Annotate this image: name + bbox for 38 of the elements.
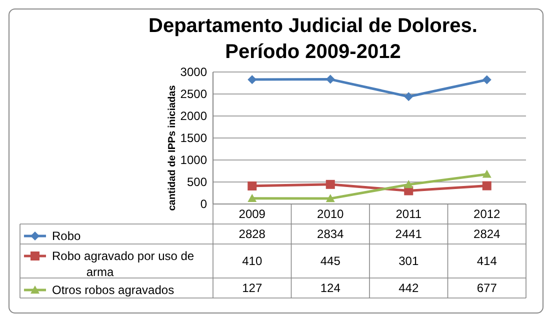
x-tick-label: 2011: [396, 207, 422, 221]
x-tick-label: 2009: [238, 207, 266, 221]
point: [248, 75, 257, 84]
point: [482, 75, 492, 84]
point: [248, 194, 257, 202]
point: [482, 181, 492, 190]
point: [248, 181, 257, 190]
legend-label: Robo: [52, 229, 82, 243]
y-axis-title: cantidad de IPPs iniciadas: [167, 84, 178, 211]
data-label: 301: [398, 254, 419, 268]
y-tick-label: 2000: [180, 109, 208, 123]
data-label: 442: [398, 281, 419, 295]
legend-label: Robo agravado por uso de arma: [52, 249, 194, 279]
chart-title: Departamento Judicial de Dolores. Período 2009-2012: [148, 15, 478, 63]
point: [482, 170, 492, 178]
data-label: 2828: [238, 227, 266, 241]
point: [326, 194, 335, 202]
y-tick-label: 1000: [180, 153, 208, 167]
x-tick-label: 2012: [474, 207, 501, 221]
data-label: 127: [242, 281, 262, 295]
x-tick-label: 2010: [317, 207, 344, 221]
data-label: 124: [320, 281, 341, 295]
point: [326, 180, 335, 189]
y-tick-label: 500: [186, 175, 208, 189]
data-label: 2824: [474, 227, 501, 241]
data-label: 2834: [317, 227, 344, 241]
y-tick-label: 1500: [180, 131, 208, 145]
y-tick-label: 2500: [180, 87, 208, 101]
y-tick-label: 3000: [180, 65, 208, 79]
point: [404, 92, 414, 102]
legend-label: Otros robos agravados: [52, 283, 174, 297]
data-label: 677: [476, 281, 498, 295]
data-label: 410: [242, 254, 262, 268]
point: [404, 180, 414, 188]
data-label: 445: [320, 254, 341, 268]
data-label: 414: [476, 254, 498, 268]
y-tick-label: 0: [200, 197, 208, 211]
data-label: 2441: [395, 227, 422, 241]
